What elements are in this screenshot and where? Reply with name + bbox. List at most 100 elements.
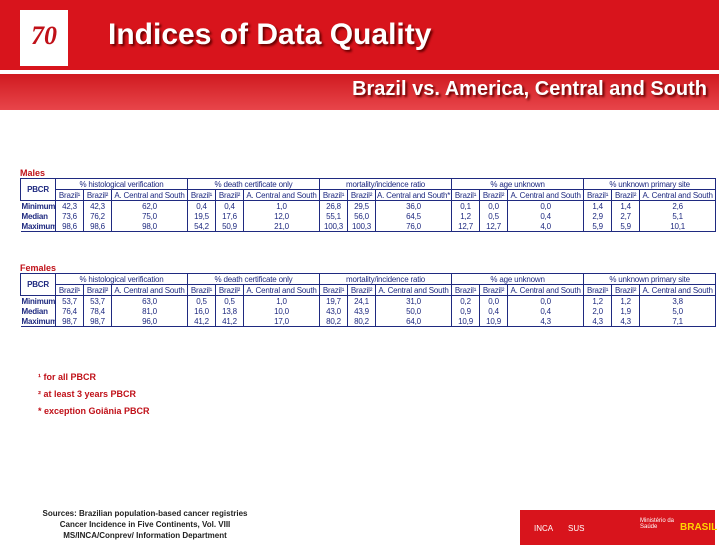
cell: 31,0 — [375, 295, 453, 306]
cell: 1,2 — [611, 295, 641, 306]
row: Maximum 98,7 98,7 96,0 41,2 41,2 17,0 80,2 80,2 6… — [20, 316, 717, 327]
cell: 81,0 — [111, 306, 188, 316]
source-line: MS/INCA/Conprev/ Information Department — [63, 531, 227, 540]
sources: Sources: Brazilian population-based canc… — [20, 508, 270, 541]
title: Indices of Data Quality — [108, 18, 432, 51]
cell: 1,2 — [451, 211, 481, 221]
cell: 50,9 — [215, 221, 244, 232]
cell: 1,2 — [583, 295, 613, 306]
cell: 62,0 — [111, 200, 188, 211]
cell: 4,3 — [583, 316, 613, 327]
cell: 0,4 — [187, 200, 216, 211]
footnote: ² at least 3 years PBCR — [38, 389, 137, 399]
group-header: % unknown primary site — [583, 178, 717, 190]
cell: 0,4 — [215, 200, 244, 211]
cell: 0,0 — [479, 200, 509, 211]
cell: 5,9 — [611, 221, 641, 232]
body: Minimum 53,7 53,7 63,0 0,5 0,5 1,0 19,7 24,1 31,0… — [20, 295, 717, 327]
sub-header: Brazil² — [479, 284, 509, 296]
cell: 0,5 — [215, 295, 244, 306]
cell: 17,6 — [215, 211, 244, 221]
cell: 80,2 — [347, 316, 377, 327]
cell: 4,0 — [507, 221, 585, 232]
cell: 10,1 — [639, 221, 717, 232]
cell: 12,7 — [479, 221, 509, 232]
cell: 0,0 — [507, 295, 585, 306]
cell: 0,1 — [451, 200, 481, 211]
cell: 41,2 — [187, 316, 216, 327]
cell: 98,7 — [55, 316, 84, 327]
cell: 10,0 — [242, 306, 321, 316]
footer-logo: INCA — [534, 524, 554, 533]
row: Median 76,4 78,4 81,0 16,0 13,8 10,0 43,0 43,9 50… — [21, 306, 717, 316]
sub-header: Brazil¹ — [319, 189, 349, 201]
group-header: % death certificate only — [186, 178, 321, 190]
sub-header: Brazil² — [347, 189, 377, 201]
source-line: Cancer Incidence in Five Continents, Vol… — [59, 520, 231, 529]
sub-header: A. Central and South — [639, 284, 717, 296]
sub-header: Brazil² — [83, 189, 112, 201]
sub-header: Brazil¹ — [583, 189, 613, 201]
logo: 70 — [20, 10, 68, 66]
cell: 0,0 — [479, 295, 509, 306]
footer-logos: INCA SUS Ministério da Saúde BRASIL — [520, 510, 717, 545]
cell: 26,8 — [319, 200, 349, 211]
cell: 16,0 — [187, 306, 216, 316]
cell: 2,0 — [583, 306, 613, 316]
row: Median 73,6 76,2 75,0 19,5 17,6 12,0 55,1 56,0 64… — [21, 211, 717, 221]
cell: 19,5 — [187, 211, 216, 221]
cell: 1,0 — [242, 295, 321, 306]
sub-header: Brazil¹ — [319, 284, 349, 296]
cell: 54,2 — [187, 221, 216, 232]
group-header: mortality/incidence ratio — [319, 178, 453, 190]
subtitle-band — [0, 72, 719, 110]
cell: 12,7 — [451, 221, 481, 232]
cell: 29,5 — [347, 200, 377, 211]
sub-header: Brazil² — [347, 284, 377, 296]
cell: 55,1 — [319, 211, 349, 221]
row: Minimum 42,3 42,3 62,0 0,4 0,4 1,0 26,8 29,5 36,0… — [21, 200, 717, 211]
sub-header: A. Central and South — [507, 284, 585, 296]
cell: 4,3 — [507, 316, 585, 327]
cell: 80,2 — [319, 316, 349, 327]
cell: 0,4 — [479, 306, 509, 316]
row-label: Minimum — [21, 201, 56, 211]
row-label: Median — [21, 211, 49, 221]
group-row: PBCR% histological verification% death c… — [20, 273, 717, 296]
cell: 12,0 — [242, 211, 321, 221]
sub-header: Brazil² — [611, 284, 641, 296]
footnote: ¹ for all PBCR — [38, 372, 97, 382]
cell: 53,7 — [55, 295, 84, 306]
cell: 1,0 — [242, 200, 321, 211]
cell: 98,6 — [55, 221, 84, 232]
sub-header: Brazil² — [83, 284, 112, 296]
cell: 13,8 — [215, 306, 244, 316]
cell: 64,0 — [375, 316, 453, 327]
cell: 1,4 — [611, 200, 641, 211]
footer-logo: SUS — [568, 524, 585, 533]
cell: 76,0 — [375, 221, 453, 232]
head: PBCR% histological verification% death c… — [20, 178, 717, 201]
sub-header: Brazil¹ — [187, 284, 216, 296]
cell: 63,0 — [111, 295, 188, 306]
cell: 21,0 — [242, 221, 321, 232]
cell: 10,9 — [451, 316, 481, 327]
cell: 78,4 — [83, 306, 112, 316]
cell: 50,0 — [375, 306, 453, 316]
cell: 98,6 — [83, 221, 112, 232]
sub-header: A. Central and South* — [375, 189, 453, 201]
sub-header: A. Central and South — [507, 189, 585, 201]
cell: 0,5 — [187, 295, 216, 306]
row-label: Minimum — [21, 296, 56, 306]
cell: 98,0 — [111, 221, 188, 232]
data-table: PBCR% histological verification% death c… — [20, 273, 717, 327]
table-label: Females — [20, 263, 57, 273]
cell: 73,6 — [55, 211, 84, 221]
sub-row: Brazil¹ Brazil² A. Central and South Brazil… — [21, 284, 717, 296]
footer-logo: Ministério da Saúde — [640, 518, 675, 530]
cell: 7,1 — [639, 316, 717, 327]
pbcr-header: PBCR — [20, 178, 56, 201]
cell: 0,2 — [451, 295, 481, 306]
sub-header: Brazil² — [611, 189, 641, 201]
